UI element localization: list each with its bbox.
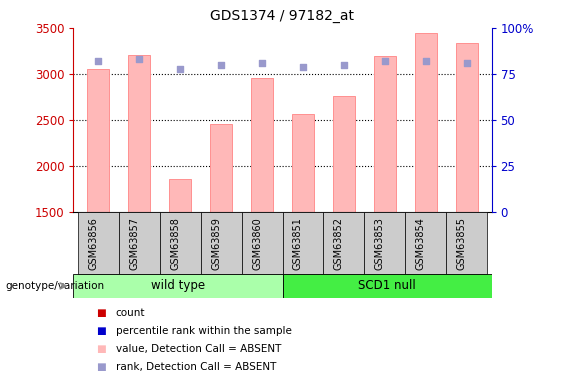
Point xyxy=(216,62,225,68)
Bar xyxy=(282,274,492,298)
Point xyxy=(258,60,267,66)
Bar xyxy=(324,212,364,274)
Bar xyxy=(241,212,282,274)
Text: GSM63860: GSM63860 xyxy=(252,217,262,270)
Bar xyxy=(282,212,324,274)
Text: ■: ■ xyxy=(96,308,106,318)
Bar xyxy=(201,212,241,274)
Bar xyxy=(251,78,273,212)
Bar xyxy=(406,212,446,274)
Text: ■: ■ xyxy=(96,344,106,354)
Bar xyxy=(292,114,314,212)
Bar xyxy=(169,179,192,212)
Text: GSM63855: GSM63855 xyxy=(457,217,467,270)
Bar xyxy=(373,56,396,212)
Bar xyxy=(364,212,406,274)
Point xyxy=(421,58,431,64)
Text: GDS1374 / 97182_at: GDS1374 / 97182_at xyxy=(211,9,354,23)
Text: GSM63853: GSM63853 xyxy=(375,217,385,270)
Point xyxy=(176,66,185,72)
Point xyxy=(94,58,103,64)
Text: GSM63857: GSM63857 xyxy=(129,217,139,270)
Text: count: count xyxy=(116,308,145,318)
Text: SCD1 null: SCD1 null xyxy=(358,279,416,292)
Bar xyxy=(73,274,282,298)
Bar xyxy=(159,212,201,274)
Bar xyxy=(119,212,159,274)
Point xyxy=(134,56,144,62)
Text: GSM63859: GSM63859 xyxy=(211,217,221,270)
Text: GSM63856: GSM63856 xyxy=(88,217,98,270)
Text: ■: ■ xyxy=(96,326,106,336)
Bar xyxy=(77,212,119,274)
Text: wild type: wild type xyxy=(151,279,205,292)
Bar xyxy=(333,96,355,212)
Text: ■: ■ xyxy=(96,362,106,372)
Point xyxy=(340,62,349,68)
Point xyxy=(298,64,307,70)
Bar xyxy=(446,212,488,274)
Text: GSM63851: GSM63851 xyxy=(293,217,303,270)
Text: GSM63852: GSM63852 xyxy=(334,217,344,270)
Text: genotype/variation: genotype/variation xyxy=(6,281,105,291)
Bar xyxy=(210,124,232,212)
Bar xyxy=(456,43,478,212)
Bar xyxy=(415,33,437,212)
Text: GSM63854: GSM63854 xyxy=(416,217,426,270)
Text: value, Detection Call = ABSENT: value, Detection Call = ABSENT xyxy=(116,344,281,354)
Text: percentile rank within the sample: percentile rank within the sample xyxy=(116,326,292,336)
Point xyxy=(380,58,389,64)
Bar xyxy=(87,69,109,212)
Text: rank, Detection Call = ABSENT: rank, Detection Call = ABSENT xyxy=(116,362,276,372)
Text: GSM63858: GSM63858 xyxy=(170,217,180,270)
Bar xyxy=(128,55,150,212)
Point xyxy=(462,60,471,66)
